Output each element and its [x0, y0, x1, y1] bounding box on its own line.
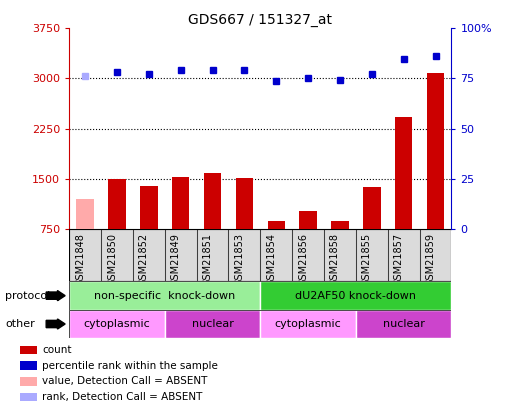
Bar: [356, 229, 388, 281]
Bar: [427, 73, 444, 229]
Text: dU2AF50 knock-down: dU2AF50 knock-down: [295, 291, 417, 301]
Bar: [140, 186, 157, 229]
Bar: [261, 310, 356, 338]
Bar: [292, 229, 324, 281]
Bar: [331, 222, 349, 229]
Text: cytoplasmic: cytoplasmic: [275, 319, 342, 329]
Text: GSM21853: GSM21853: [234, 233, 244, 286]
Bar: [165, 310, 261, 338]
Bar: [228, 229, 261, 281]
Text: other: other: [5, 319, 35, 329]
Text: GSM21854: GSM21854: [266, 233, 277, 286]
Bar: [20, 393, 37, 401]
Text: GSM21848: GSM21848: [75, 233, 85, 286]
Text: count: count: [42, 345, 72, 355]
Bar: [20, 346, 37, 354]
Bar: [20, 361, 37, 370]
Text: percentile rank within the sample: percentile rank within the sample: [42, 361, 218, 371]
Bar: [69, 310, 165, 338]
Text: GSM21859: GSM21859: [425, 233, 436, 286]
Bar: [204, 173, 221, 229]
Bar: [108, 179, 126, 229]
Bar: [172, 177, 189, 229]
Text: nuclear: nuclear: [192, 319, 233, 329]
Bar: [324, 229, 356, 281]
Text: non-specific  knock-down: non-specific knock-down: [94, 291, 235, 301]
Bar: [388, 229, 420, 281]
Text: rank, Detection Call = ABSENT: rank, Detection Call = ABSENT: [42, 392, 203, 402]
Bar: [356, 310, 451, 338]
Bar: [20, 377, 37, 386]
Bar: [300, 211, 317, 229]
Bar: [69, 281, 261, 310]
Bar: [196, 229, 228, 281]
Text: value, Detection Call = ABSENT: value, Detection Call = ABSENT: [42, 377, 208, 386]
Bar: [267, 221, 285, 229]
Bar: [69, 229, 101, 281]
Bar: [261, 229, 292, 281]
Bar: [101, 229, 133, 281]
Title: GDS667 / 151327_at: GDS667 / 151327_at: [188, 13, 332, 27]
Bar: [363, 187, 381, 229]
Text: GSM21858: GSM21858: [330, 233, 340, 286]
Text: nuclear: nuclear: [383, 319, 425, 329]
Text: GSM21852: GSM21852: [139, 233, 149, 286]
Bar: [76, 199, 94, 229]
Text: cytoplasmic: cytoplasmic: [84, 319, 150, 329]
Text: GSM21849: GSM21849: [171, 233, 181, 286]
Text: GSM21851: GSM21851: [203, 233, 212, 286]
Text: GSM21856: GSM21856: [298, 233, 308, 286]
Text: protocol: protocol: [5, 291, 50, 301]
Text: GSM21850: GSM21850: [107, 233, 117, 286]
Bar: [261, 281, 451, 310]
Bar: [133, 229, 165, 281]
Text: GSM21857: GSM21857: [393, 233, 404, 286]
Bar: [235, 178, 253, 229]
Bar: [420, 229, 451, 281]
Bar: [165, 229, 196, 281]
Text: GSM21855: GSM21855: [362, 233, 372, 286]
Bar: [395, 117, 412, 229]
